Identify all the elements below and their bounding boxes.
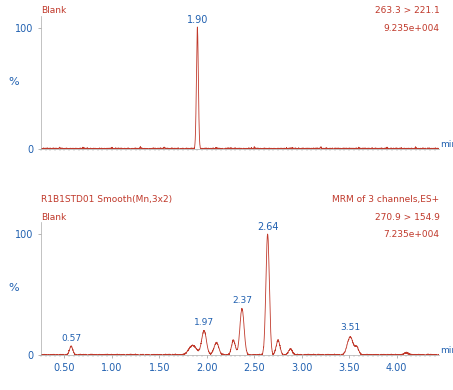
Text: MRM of 3 channels,ES+: MRM of 3 channels,ES+ — [333, 195, 439, 204]
Text: 1.90: 1.90 — [187, 15, 208, 25]
Text: R1B1STD01 Smooth(Mn,3x2): R1B1STD01 Smooth(Mn,3x2) — [41, 195, 172, 204]
Text: Blank: Blank — [41, 6, 66, 15]
Text: min: min — [440, 346, 453, 355]
Text: 0.57: 0.57 — [61, 334, 81, 343]
Text: 263.3 > 221.1: 263.3 > 221.1 — [375, 6, 439, 15]
Text: 2.37: 2.37 — [232, 296, 252, 305]
Text: 9.235e+004: 9.235e+004 — [383, 23, 439, 33]
Text: min: min — [440, 140, 453, 149]
Y-axis label: %: % — [8, 77, 19, 87]
Text: 2.64: 2.64 — [257, 222, 278, 232]
Text: 3.51: 3.51 — [340, 323, 360, 332]
Text: 7.235e+004: 7.235e+004 — [383, 230, 439, 239]
Text: 270.9 > 154.9: 270.9 > 154.9 — [375, 213, 439, 222]
Text: 1.97: 1.97 — [194, 318, 214, 327]
Y-axis label: %: % — [8, 284, 19, 293]
Text: Blank: Blank — [41, 213, 66, 222]
